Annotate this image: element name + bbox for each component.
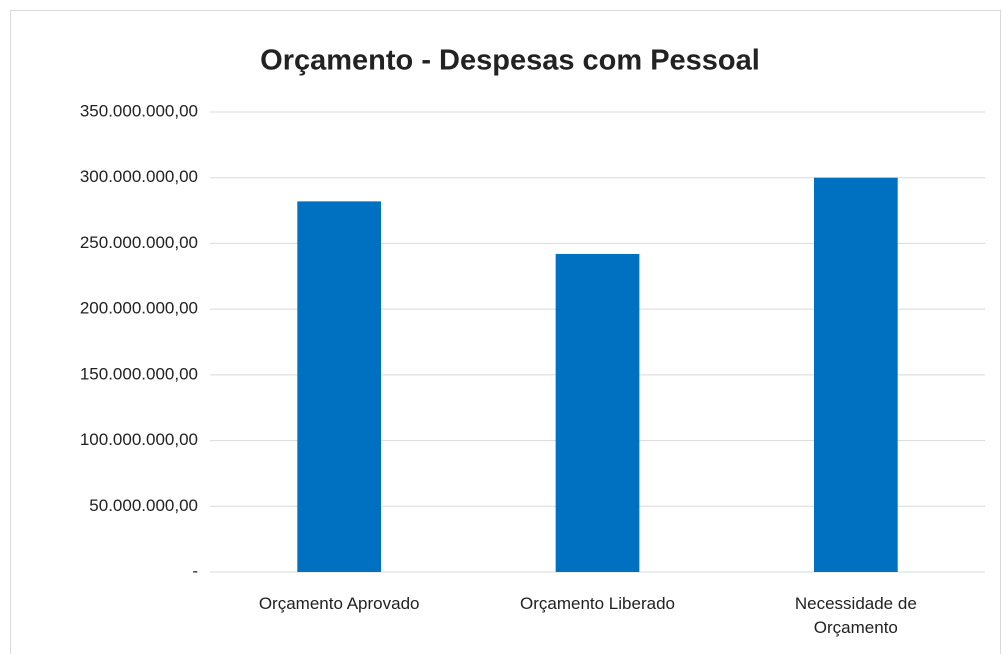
x-tick-label: Orçamento Aprovado <box>258 594 420 613</box>
y-tick-label: 100.000.000,00 <box>80 430 198 449</box>
y-tick-label: 300.000.000,00 <box>80 167 198 186</box>
x-tick-label: Necessidade de Orçamento <box>794 594 917 637</box>
bar <box>297 201 382 572</box>
y-tick-label: 200.000.000,00 <box>80 299 198 318</box>
bar <box>813 177 898 572</box>
bar <box>555 253 640 572</box>
chart-title: Orçamento - Despesas com Pessoal <box>260 45 760 77</box>
y-tick-label: 50.000.000,00 <box>89 496 198 515</box>
y-tick-label: 350.000.000,00 <box>80 101 198 120</box>
y-tick-label: 250.000.000,00 <box>80 233 198 252</box>
y-tick-label: 150.000.000,00 <box>80 364 198 383</box>
y-tick-label: - <box>192 561 198 580</box>
x-tick-label: Orçamento Liberado <box>520 594 675 613</box>
